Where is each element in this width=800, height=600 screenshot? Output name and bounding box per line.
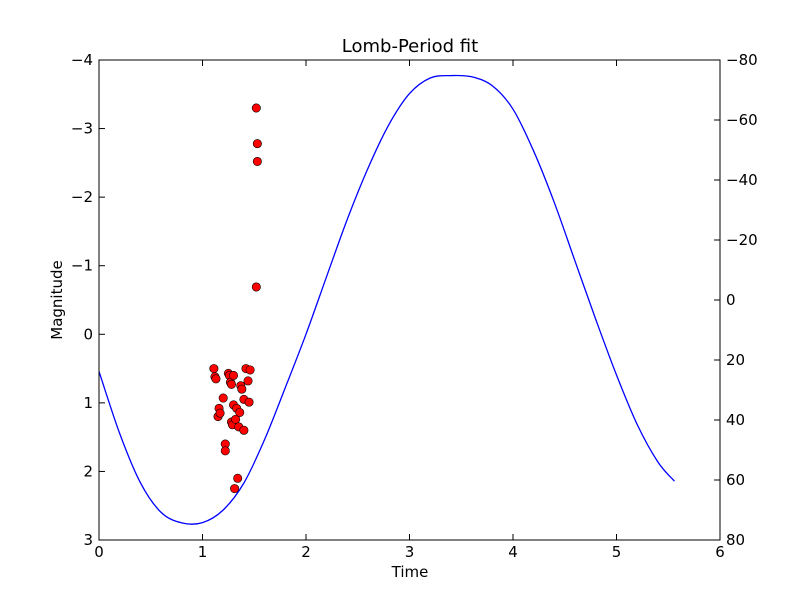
data-point	[231, 414, 241, 424]
right-y-tick-label: 0	[726, 291, 736, 309]
data-point	[239, 425, 249, 435]
data-point	[251, 103, 261, 113]
right-y-tick-label: 60	[726, 471, 745, 489]
x-axis-label: Time	[391, 563, 429, 581]
data-point	[209, 364, 219, 374]
plot-frame	[98, 59, 721, 541]
data-point	[244, 397, 254, 407]
data-point	[220, 446, 230, 456]
y-axis-label: Magnitude	[48, 260, 66, 339]
x-tick-label: 0	[94, 543, 104, 561]
data-point	[218, 393, 228, 403]
right-y-tick-label: 80	[726, 531, 745, 549]
data-point	[226, 379, 236, 389]
right-y-tick-label: −80	[726, 51, 758, 69]
x-tick-label: 5	[612, 543, 622, 561]
y-tick-label: 1	[83, 394, 93, 412]
data-point	[229, 370, 239, 380]
x-tick-label: 1	[198, 543, 208, 561]
right-y-tick-label: −60	[726, 111, 758, 129]
y-tick-label: −1	[71, 257, 93, 275]
axes: 0 1 2 3 4 5 6 −4 −3 −2 −1 0 1 2 3 −80 −60 −40 −20 0 20 40 60 80	[71, 51, 758, 561]
chart-title: Lomb-Period fit	[342, 36, 478, 57]
right-y-tick-label: −40	[726, 171, 758, 189]
y-tick-label: −4	[71, 51, 93, 69]
plot-area	[98, 74, 675, 525]
x-tick-label: 6	[715, 543, 725, 561]
y-tick-label: 2	[83, 462, 93, 480]
data-point	[211, 374, 221, 384]
data-point	[237, 384, 247, 394]
right-y-tick-label: 40	[726, 411, 745, 429]
data-point	[233, 473, 243, 483]
data-point	[252, 139, 262, 149]
x-tick-label: 3	[405, 543, 415, 561]
data-point	[251, 282, 261, 292]
data-point	[243, 376, 253, 386]
right-y-tick-label: 20	[726, 351, 745, 369]
x-tick-label: 2	[301, 543, 311, 561]
right-y-tick-label: −20	[726, 231, 758, 249]
data-point	[230, 484, 240, 494]
x-tick-label: 4	[508, 543, 518, 561]
data-point	[235, 407, 245, 417]
y-tick-label: 0	[83, 325, 93, 343]
y-tick-label: −2	[71, 188, 93, 206]
y-tick-label: −3	[71, 120, 93, 138]
fit-curve-line	[98, 74, 675, 525]
y-tick-label: 3	[83, 531, 93, 549]
data-point	[215, 408, 225, 418]
data-point	[245, 365, 255, 375]
data-point	[252, 156, 262, 166]
